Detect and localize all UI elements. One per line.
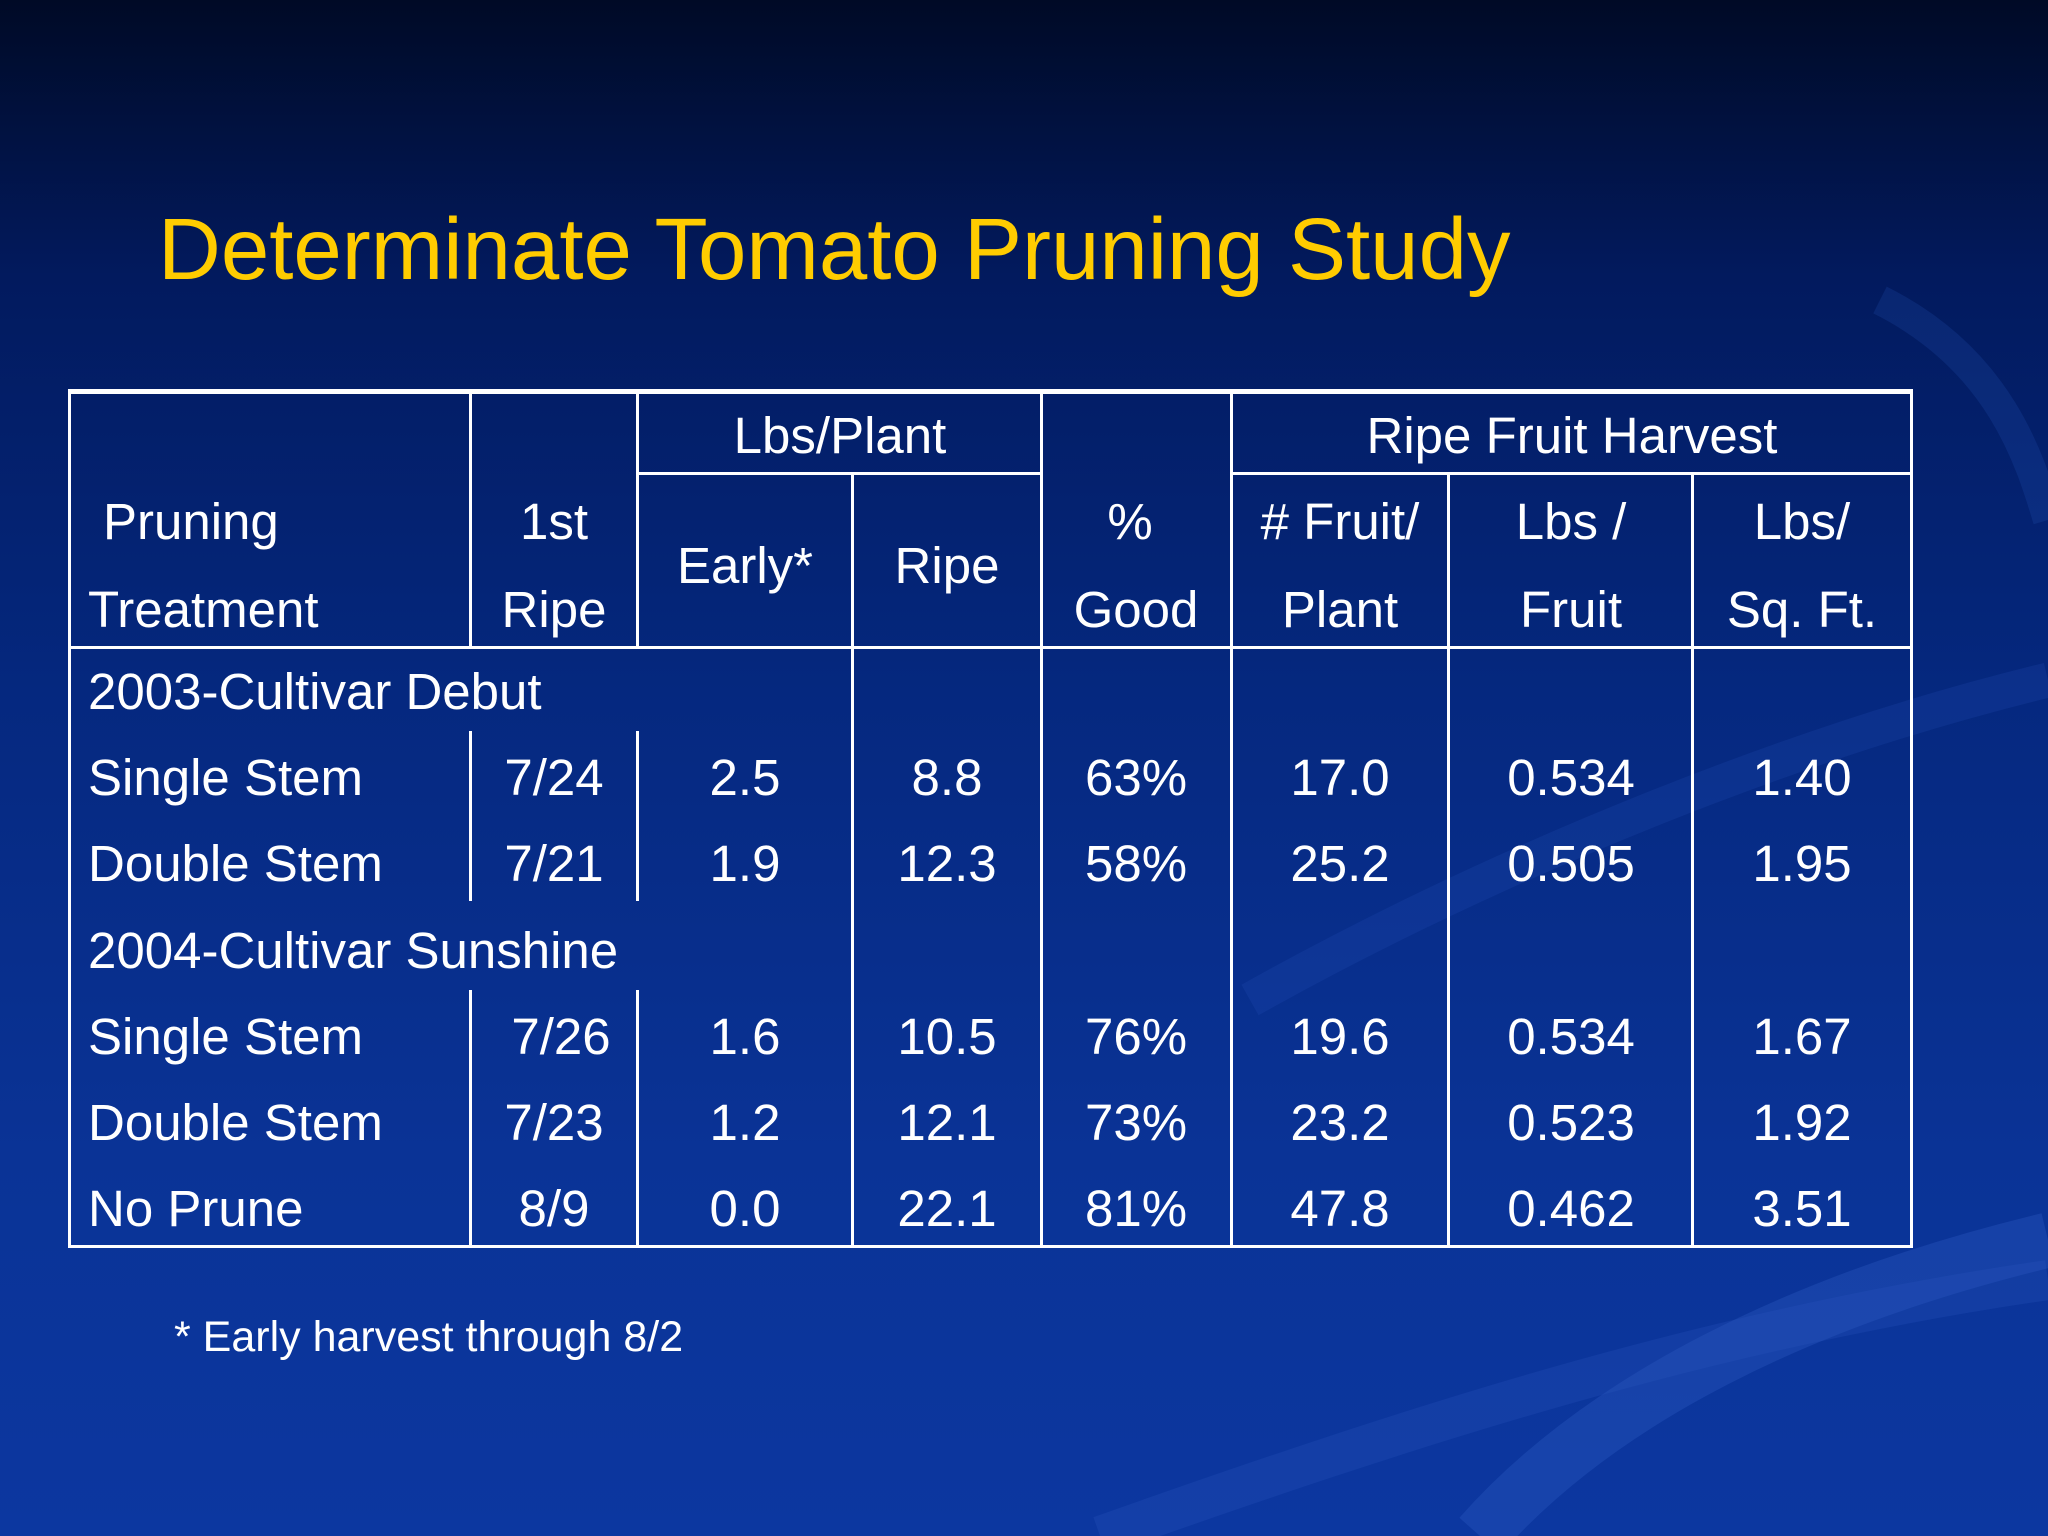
cell-lbs-per-fruit: 0.534 [1507, 749, 1635, 806]
column-header-treatment: Treatment [88, 581, 319, 638]
cell-lbs-per-sqft: 1.40 [1752, 749, 1852, 806]
group-header-rule-ripe [1231, 472, 1913, 475]
group-label: 2004-Cultivar Sunshine [88, 922, 619, 979]
cell-fruit-per-plant: 23.2 [1290, 1094, 1390, 1151]
footnote: * Early harvest through 8/2 [174, 1313, 684, 1361]
divider-lbs-fruit [1691, 472, 1694, 1248]
divider-early [851, 472, 854, 1248]
cell-lbs-per-sqft: 1.67 [1752, 1008, 1852, 1065]
group-header-ripe-fruit-harvest: Ripe Fruit Harvest [1366, 407, 1778, 464]
group-header-lbs-plant: Lbs/Plant [733, 407, 947, 464]
cell-lbs-per-fruit: 0.523 [1507, 1094, 1635, 1151]
cell-first-ripe: 7/21 [504, 835, 604, 892]
cell-treatment: Single Stem [88, 1008, 363, 1065]
cell-first-ripe: 8/9 [518, 1180, 590, 1237]
cell-fruit-per-plant: 17.0 [1290, 749, 1390, 806]
header-bottom-border [68, 646, 1913, 649]
table-top-border [68, 389, 1913, 394]
cell-ripe: 12.1 [897, 1094, 997, 1151]
column-header-first-ripe: Ripe [501, 581, 607, 638]
cell-early: 1.6 [709, 1008, 781, 1065]
cell-ripe: 22.1 [897, 1180, 997, 1237]
cell-fruit-per-plant: 47.8 [1290, 1180, 1390, 1237]
divider-treatment [469, 990, 472, 1248]
column-header-treatment: Pruning [103, 493, 279, 550]
cell-treatment: No Prune [88, 1180, 304, 1237]
divider-ripe [1040, 392, 1043, 1248]
cell-lbs-per-fruit: 0.505 [1507, 835, 1635, 892]
cell-pct-good: 63% [1084, 749, 1188, 806]
divider-first-ripe [636, 731, 639, 901]
cell-early: 1.9 [709, 835, 781, 892]
divider-first-ripe [636, 392, 639, 649]
cell-ripe: 10.5 [897, 1008, 997, 1065]
column-header-lbs-per-fruit: Fruit [1520, 581, 1622, 638]
column-header-pct-good: Good [1073, 581, 1199, 638]
divider-first-ripe [636, 990, 639, 1248]
group-header-rule-lbs [637, 472, 1043, 475]
cell-pct-good: 73% [1084, 1094, 1188, 1151]
column-header-fruit-per-plant: Plant [1281, 581, 1399, 638]
divider-treatment [469, 392, 472, 649]
cell-treatment: Double Stem [88, 835, 383, 892]
cell-lbs-per-fruit: 0.462 [1507, 1180, 1635, 1237]
cell-early: 0.0 [709, 1180, 781, 1237]
cell-fruit-per-plant: 25.2 [1290, 835, 1390, 892]
cell-lbs-per-sqft: 1.95 [1752, 835, 1852, 892]
cell-pct-good: 81% [1084, 1180, 1188, 1237]
cell-lbs-per-sqft: 3.51 [1752, 1180, 1852, 1237]
cell-lbs-per-fruit: 0.534 [1507, 1008, 1635, 1065]
divider-treatment [469, 731, 472, 901]
cell-pct-good: 76% [1084, 1008, 1188, 1065]
column-header-pct-good: % [1107, 493, 1153, 550]
divider-pct-good [1230, 392, 1233, 1248]
column-header-lbs-per-sqft: Sq. Ft. [1726, 581, 1878, 638]
table-left-border [68, 392, 71, 1248]
column-header-fruit-per-plant: # Fruit/ [1260, 493, 1420, 550]
cell-early: 1.2 [709, 1094, 781, 1151]
divider-fruit-plant [1447, 472, 1450, 1248]
cell-first-ripe: 7/24 [504, 749, 604, 806]
cell-treatment: Single Stem [88, 749, 363, 806]
column-header-lbs-per-fruit: Lbs / [1515, 493, 1627, 550]
column-header-first-ripe: 1st [519, 493, 589, 550]
table-bottom-border [68, 1245, 1913, 1248]
table-right-border [1910, 392, 1913, 1248]
column-header-lbs-per-sqft: Lbs/ [1753, 493, 1851, 550]
cell-pct-good: 58% [1084, 835, 1188, 892]
cell-lbs-per-sqft: 1.92 [1752, 1094, 1852, 1151]
cell-first-ripe: 7/26 [511, 1008, 611, 1065]
cell-ripe: 8.8 [911, 749, 983, 806]
column-header-early: Early* [676, 537, 814, 594]
cell-ripe: 12.3 [897, 835, 997, 892]
cell-treatment: Double Stem [88, 1094, 383, 1151]
cell-early: 2.5 [709, 749, 781, 806]
cell-first-ripe: 7/23 [504, 1094, 604, 1151]
group-label: 2003-Cultivar Debut [88, 663, 542, 720]
column-header-ripe: Ripe [894, 537, 1000, 594]
slide-title: Determinate Tomato Pruning Study [158, 201, 1511, 298]
cell-fruit-per-plant: 19.6 [1290, 1008, 1390, 1065]
